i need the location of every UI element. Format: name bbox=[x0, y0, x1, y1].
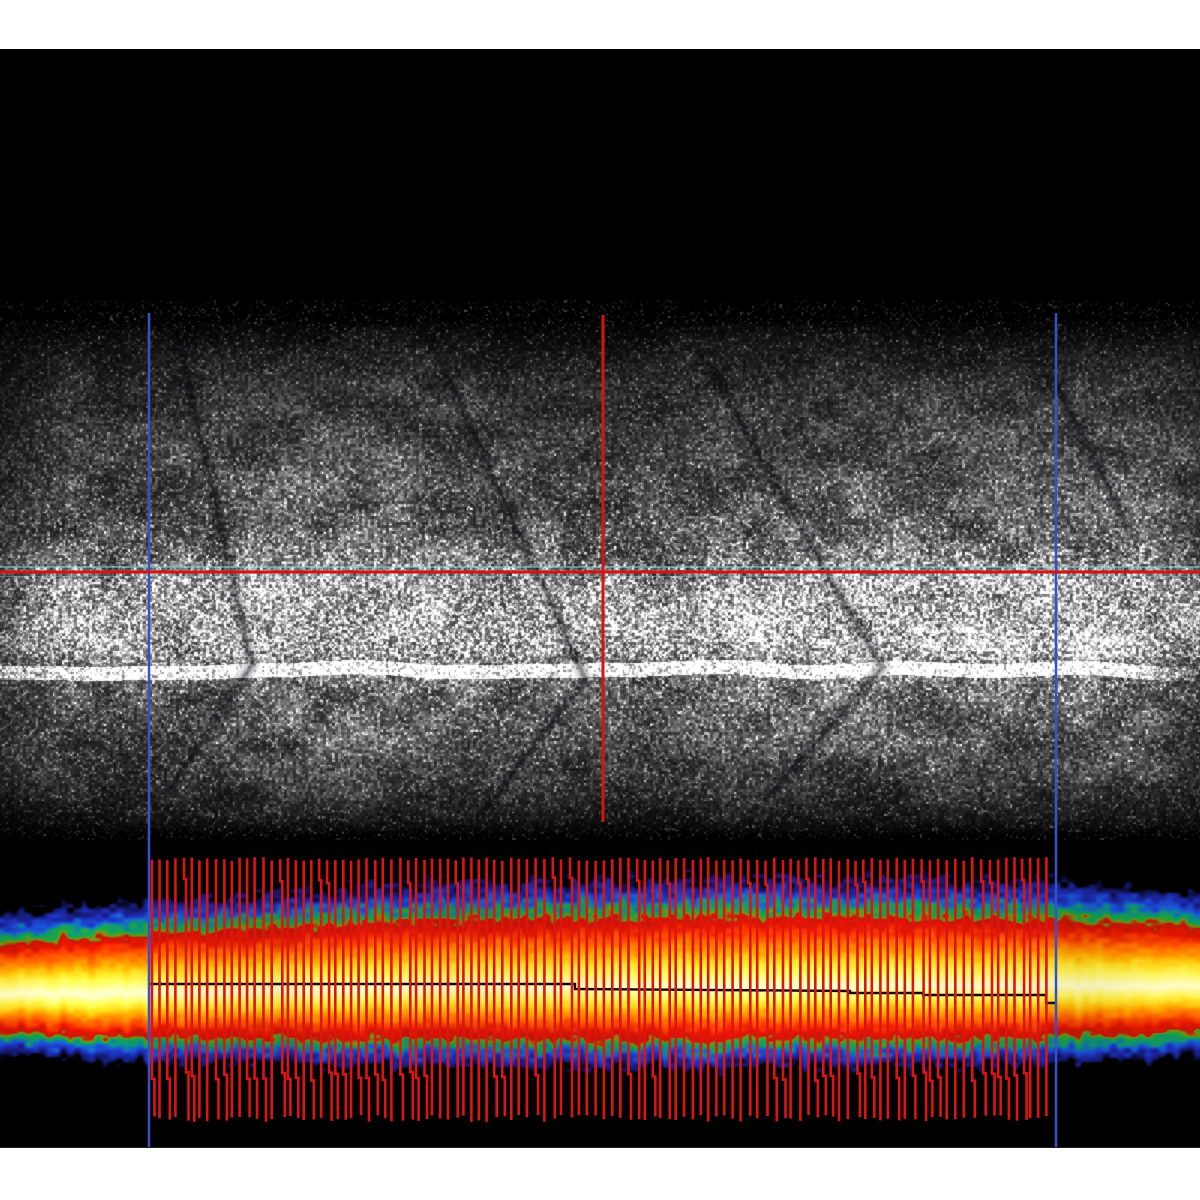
fringe-tick bbox=[870, 858, 876, 1118]
fringe-tick bbox=[381, 857, 387, 1119]
fringe-tick bbox=[399, 857, 405, 1121]
fringe-tick bbox=[635, 858, 641, 1120]
fringe-tick bbox=[317, 858, 323, 1118]
fringe-tick bbox=[342, 859, 348, 1120]
fringe-tick bbox=[534, 858, 540, 1115]
fringe-tick bbox=[814, 857, 820, 1118]
fringe-tick bbox=[996, 859, 1002, 1116]
fringe-tick bbox=[568, 857, 574, 1118]
fringe-tick bbox=[150, 859, 156, 1117]
fringe-tick bbox=[651, 860, 657, 1117]
fringe-tick bbox=[1013, 857, 1019, 1121]
fringe-tick bbox=[1020, 858, 1028, 1120]
fringe-tick bbox=[492, 859, 498, 1118]
fringe-tick bbox=[357, 859, 363, 1116]
fringe-tick bbox=[423, 859, 429, 1119]
fringe-tick bbox=[310, 860, 316, 1120]
fringe-tick bbox=[928, 860, 934, 1118]
fringe-tick bbox=[862, 859, 867, 1119]
fringe-tick bbox=[895, 858, 901, 1121]
fringe-tick bbox=[1005, 857, 1011, 1120]
fringe-tick bbox=[253, 857, 259, 1119]
fringe-tick bbox=[829, 858, 835, 1117]
fringe-comb bbox=[150, 857, 1048, 1122]
fringe-tick bbox=[365, 858, 371, 1122]
fringe-tick bbox=[666, 860, 671, 1120]
fringe-tick bbox=[294, 860, 300, 1118]
fringe-tick bbox=[223, 859, 229, 1121]
fringe-tick bbox=[245, 858, 251, 1118]
fringe-tick bbox=[920, 859, 928, 1121]
fringe-tick bbox=[182, 858, 190, 1121]
fringe-tick bbox=[166, 860, 172, 1120]
fringe-tick bbox=[971, 857, 977, 1118]
fringe-tick bbox=[911, 858, 917, 1120]
fringe-tick bbox=[936, 858, 942, 1117]
fringe-tick bbox=[988, 859, 996, 1116]
fringe-tick bbox=[325, 860, 333, 1121]
fringe-tick bbox=[279, 859, 287, 1118]
fringe-tick bbox=[627, 857, 633, 1120]
beam-centroid-trace bbox=[149, 982, 1056, 1005]
fringe-tick bbox=[214, 859, 220, 1120]
fringe-tick bbox=[414, 858, 420, 1121]
fringe-tick bbox=[797, 860, 802, 1121]
fringe-tick bbox=[374, 860, 380, 1116]
fringe-tick bbox=[501, 860, 507, 1117]
fringe-tick bbox=[822, 858, 828, 1116]
fringe-tick bbox=[407, 860, 415, 1120]
fringe-tick bbox=[854, 860, 862, 1117]
bottom-white-strip bbox=[0, 1148, 1200, 1200]
fringe-tick bbox=[747, 860, 752, 1116]
fringe-tick bbox=[805, 858, 810, 1116]
fringe-tick bbox=[781, 860, 787, 1119]
fringe-tick bbox=[190, 857, 196, 1122]
fringe-tick bbox=[262, 857, 268, 1122]
fringe-tick bbox=[773, 857, 779, 1122]
fringe-tick bbox=[551, 857, 557, 1119]
fringe-tick bbox=[979, 859, 987, 1116]
top-white-strip bbox=[0, 0, 1200, 49]
fringe-tick bbox=[286, 858, 292, 1116]
fringe-tick bbox=[454, 860, 459, 1118]
fringe-tick bbox=[334, 860, 340, 1120]
fringe-tick bbox=[764, 860, 769, 1116]
